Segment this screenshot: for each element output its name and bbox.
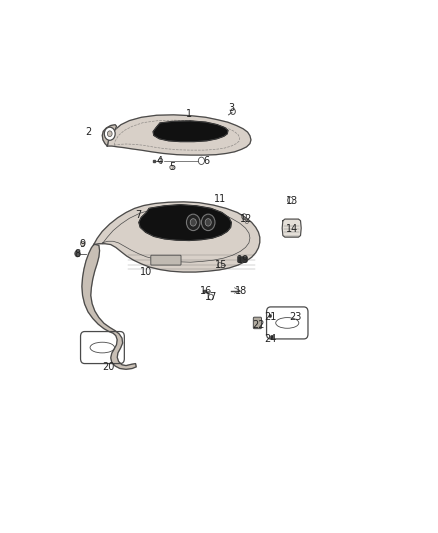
Text: 1: 1 [186,109,192,119]
Circle shape [187,214,200,231]
Text: 24: 24 [265,334,277,344]
Polygon shape [82,245,136,369]
FancyBboxPatch shape [253,317,261,329]
Circle shape [170,165,173,169]
Text: 12: 12 [240,214,253,224]
Text: 17: 17 [205,292,218,302]
Text: 14: 14 [286,224,298,234]
Text: 11: 11 [214,193,226,204]
Text: 4: 4 [156,156,162,166]
Text: 20: 20 [102,362,115,372]
Circle shape [75,251,80,257]
Text: 8: 8 [75,249,81,259]
Polygon shape [139,205,231,240]
Polygon shape [102,125,117,146]
Text: 15: 15 [215,260,227,270]
Text: 23: 23 [290,312,302,322]
Bar [203,290,205,292]
Text: 19: 19 [237,255,250,265]
Circle shape [218,263,222,268]
Text: 22: 22 [252,320,265,330]
Text: 6: 6 [204,156,210,166]
Circle shape [107,131,112,136]
Polygon shape [153,121,228,142]
Circle shape [104,127,115,140]
Text: 3: 3 [228,103,234,113]
Circle shape [270,335,274,340]
Text: 10: 10 [140,266,152,277]
Polygon shape [282,219,301,237]
Polygon shape [107,115,251,155]
Text: 21: 21 [264,312,276,322]
Bar [152,159,155,162]
Circle shape [245,220,249,224]
FancyBboxPatch shape [151,255,181,265]
Text: 7: 7 [135,209,141,220]
Circle shape [190,219,196,226]
Circle shape [205,219,211,226]
Text: 5: 5 [169,163,175,172]
Circle shape [269,314,272,318]
Text: 16: 16 [200,286,212,296]
FancyBboxPatch shape [237,256,247,262]
Circle shape [81,241,85,246]
Text: 13: 13 [286,196,298,206]
Text: 9: 9 [80,239,86,249]
Polygon shape [94,202,260,272]
Text: 18: 18 [235,286,247,296]
Circle shape [201,214,215,231]
Text: 2: 2 [85,127,91,136]
